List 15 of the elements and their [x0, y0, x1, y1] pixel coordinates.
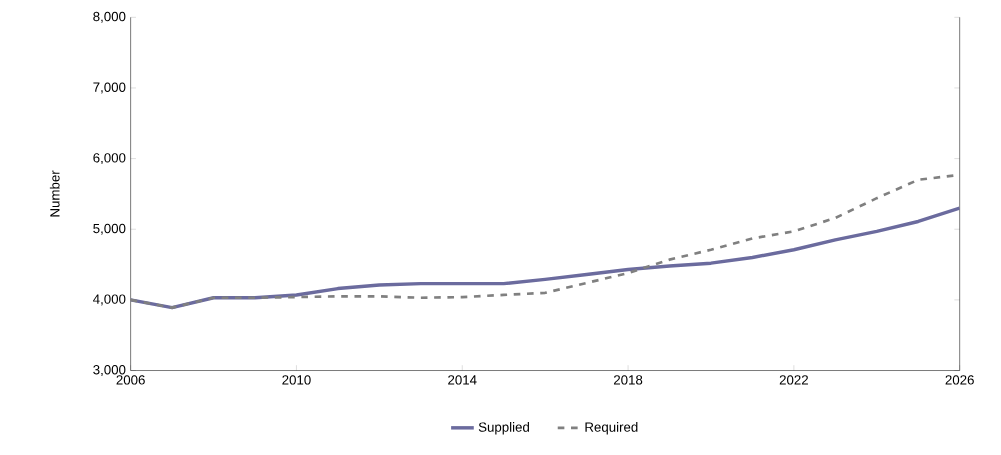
y-tick-label: 7,000 — [93, 82, 126, 94]
legend-label: Required — [585, 422, 638, 435]
y-tick-label: 8,000 — [93, 12, 126, 24]
y-axis-title: Number — [49, 170, 60, 217]
x-tick-label: 2026 — [945, 375, 974, 385]
x-tick-label: 2018 — [613, 375, 643, 385]
x-tick-label: 2006 — [116, 375, 145, 385]
y-tick-label: 5,000 — [93, 224, 126, 235]
y-tick-label: 6,000 — [93, 153, 126, 165]
x-tick-label: 2014 — [448, 375, 477, 385]
legend-label: Supplied — [478, 422, 529, 435]
x-tick-label: 2010 — [282, 375, 311, 385]
x-tick-label: 2022 — [779, 375, 808, 385]
y-tick-label: 4,000 — [93, 294, 126, 306]
y-tick-label: 3,000 — [93, 365, 126, 377]
